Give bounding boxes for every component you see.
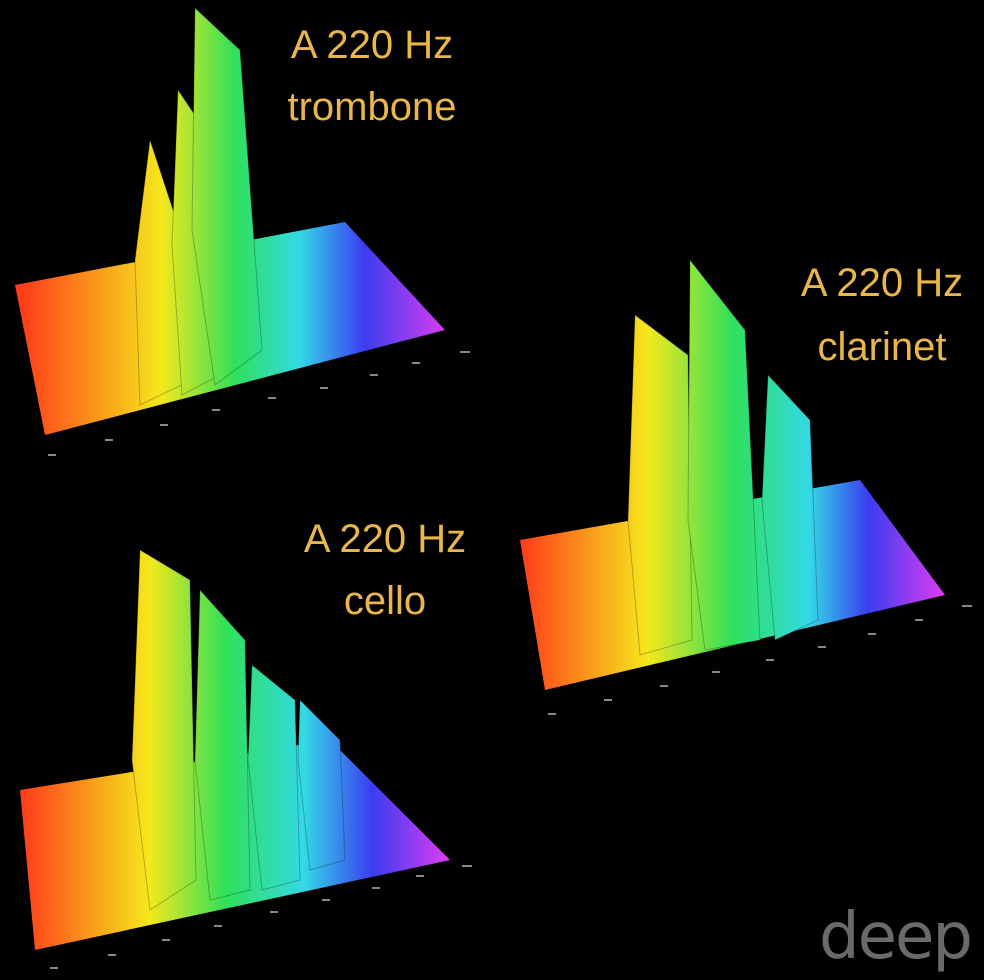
plot-title: A 220 Hz	[291, 23, 453, 67]
plot-title: A 220 Hz	[304, 517, 466, 561]
page: A 220 Hz trombone A 220 Hz clarinet A 22…	[0, 0, 984, 980]
spectrum-peak	[688, 260, 760, 650]
plot-title: A 220 Hz	[801, 261, 963, 305]
spectrum-peak	[628, 315, 692, 655]
instrument-label: cello	[344, 579, 426, 623]
instrument-label: trombone	[288, 85, 457, 129]
watermark: deep	[819, 900, 971, 974]
instrument-label: clarinet	[818, 325, 947, 369]
trombone-spectrum	[15, 8, 470, 455]
